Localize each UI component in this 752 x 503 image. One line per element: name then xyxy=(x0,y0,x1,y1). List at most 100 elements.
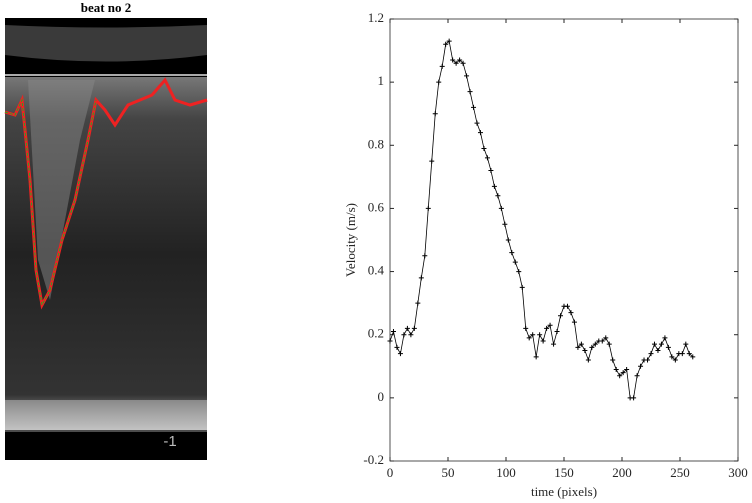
data-point xyxy=(481,145,487,151)
data-point xyxy=(533,354,539,360)
data-point xyxy=(512,259,518,265)
ultrasound-image: -1 beat no 2 xyxy=(4,0,208,460)
data-point xyxy=(443,41,449,47)
data-point xyxy=(655,348,661,353)
data-point xyxy=(404,325,410,331)
data-point xyxy=(464,73,470,79)
x-tick-label: 250 xyxy=(670,465,690,480)
data-point xyxy=(551,341,557,347)
data-point xyxy=(450,57,456,63)
y-tick-label: 1.2 xyxy=(368,10,384,25)
data-point xyxy=(446,38,452,44)
data-point xyxy=(453,60,459,66)
plot-frame xyxy=(389,18,739,462)
data-point xyxy=(394,344,400,350)
data-point xyxy=(620,370,626,376)
data-point xyxy=(617,373,623,379)
data-point xyxy=(390,329,396,335)
y-tick-label: 0 xyxy=(378,389,385,404)
data-point xyxy=(491,183,497,189)
data-point xyxy=(558,313,564,319)
data-point xyxy=(411,325,417,331)
data-point xyxy=(599,338,605,344)
data-point xyxy=(516,269,522,275)
data-point xyxy=(679,351,685,357)
data-line xyxy=(389,40,694,399)
y-tick-label: 0.6 xyxy=(368,199,385,214)
data-point xyxy=(439,63,445,69)
data-point xyxy=(568,310,574,316)
data-point xyxy=(624,366,630,372)
data-point xyxy=(436,79,442,85)
x-tick-label: 50 xyxy=(442,465,455,480)
data-point xyxy=(488,168,494,174)
data-point xyxy=(634,373,640,379)
data-point xyxy=(484,155,490,161)
x-tick-label: 100 xyxy=(496,465,516,480)
x-tick-label: 150 xyxy=(554,465,574,480)
data-point xyxy=(554,329,560,335)
x-tick-label: 300 xyxy=(728,465,748,480)
data-point xyxy=(648,351,654,357)
data-point xyxy=(658,341,664,347)
y-axis-label: Velocity (m/s) xyxy=(343,203,358,277)
data-point xyxy=(495,193,501,199)
data-point xyxy=(422,253,428,259)
data-point xyxy=(429,158,435,164)
y-tick-label: 0.8 xyxy=(368,136,384,151)
data-point xyxy=(467,89,473,95)
image-label: -1 xyxy=(163,433,176,450)
y-tick-label: 0.4 xyxy=(368,263,385,278)
data-point xyxy=(474,120,480,126)
data-point xyxy=(651,341,657,347)
data-point xyxy=(540,338,546,344)
data-point xyxy=(425,205,431,211)
y-tick-label: 0.2 xyxy=(368,326,384,341)
data-point xyxy=(606,341,612,347)
data-point xyxy=(432,111,438,117)
data-point xyxy=(613,366,619,372)
data-point xyxy=(631,395,637,401)
data-point xyxy=(544,325,550,331)
y-tick-label: -0.2 xyxy=(363,452,384,467)
data-point xyxy=(408,332,414,338)
data-point xyxy=(575,344,581,350)
data-point xyxy=(502,221,508,227)
data-point xyxy=(610,357,616,363)
data-point xyxy=(690,354,696,360)
x-axis-label: time (pixels) xyxy=(531,484,597,499)
data-point xyxy=(683,341,689,347)
data-point xyxy=(669,354,675,360)
x-tick-label: 200 xyxy=(612,465,632,480)
data-point xyxy=(415,300,421,306)
data-point xyxy=(537,332,543,338)
data-point xyxy=(662,335,668,341)
data-point xyxy=(547,322,553,328)
data-point xyxy=(519,284,525,290)
data-point xyxy=(592,341,598,347)
data-point xyxy=(498,205,504,211)
data-point xyxy=(585,357,591,363)
data-point xyxy=(457,57,463,63)
data-point xyxy=(571,319,577,325)
data-point xyxy=(638,363,644,369)
data-point xyxy=(686,351,692,357)
image-title: beat no 2 xyxy=(81,0,132,15)
data-point xyxy=(477,130,483,136)
data-point xyxy=(523,325,529,331)
data-point xyxy=(603,335,609,341)
data-point xyxy=(564,303,570,309)
data-point xyxy=(582,348,588,353)
data-point xyxy=(509,250,515,256)
data-point xyxy=(471,104,477,110)
data-point xyxy=(401,332,407,338)
data-point xyxy=(397,351,403,357)
data-point xyxy=(578,341,584,347)
data-point xyxy=(665,344,671,350)
data-point xyxy=(505,237,511,243)
x-tick-label: 0 xyxy=(387,465,394,480)
data-point xyxy=(418,275,424,281)
data-point xyxy=(589,344,595,350)
data-point xyxy=(672,357,678,363)
